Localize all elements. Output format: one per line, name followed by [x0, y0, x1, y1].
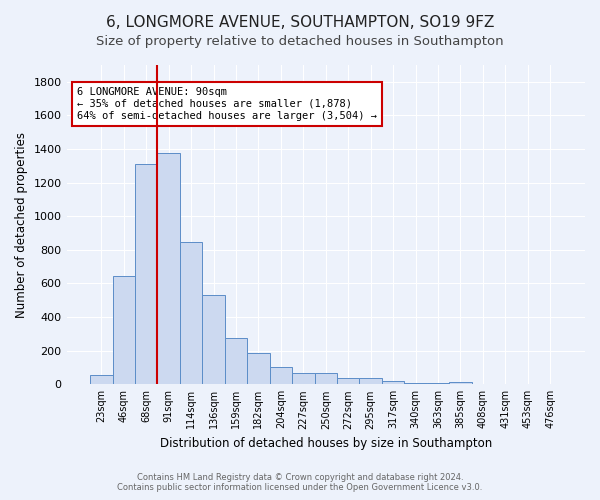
Bar	[314, 374, 337, 384]
Bar	[157, 153, 180, 384]
Bar	[247, 353, 269, 384]
Bar	[337, 378, 359, 384]
Bar	[404, 383, 427, 384]
Text: Size of property relative to detached houses in Southampton: Size of property relative to detached ho…	[96, 35, 504, 48]
Text: 6, LONGMORE AVENUE, SOUTHAMPTON, SO19 9FZ: 6, LONGMORE AVENUE, SOUTHAMPTON, SO19 9F…	[106, 15, 494, 30]
Y-axis label: Number of detached properties: Number of detached properties	[15, 132, 28, 318]
X-axis label: Distribution of detached houses by size in Southampton: Distribution of detached houses by size …	[160, 437, 492, 450]
Bar	[180, 242, 202, 384]
Bar	[269, 366, 292, 384]
Bar	[292, 374, 314, 384]
Text: 6 LONGMORE AVENUE: 90sqm
← 35% of detached houses are smaller (1,878)
64% of sem: 6 LONGMORE AVENUE: 90sqm ← 35% of detach…	[77, 88, 377, 120]
Bar	[113, 276, 135, 384]
Bar	[359, 378, 382, 384]
Bar	[382, 381, 404, 384]
Bar	[449, 382, 472, 384]
Bar	[202, 295, 225, 384]
Bar	[225, 338, 247, 384]
Text: Contains HM Land Registry data © Crown copyright and database right 2024.
Contai: Contains HM Land Registry data © Crown c…	[118, 473, 482, 492]
Bar	[90, 375, 113, 384]
Bar	[135, 164, 157, 384]
